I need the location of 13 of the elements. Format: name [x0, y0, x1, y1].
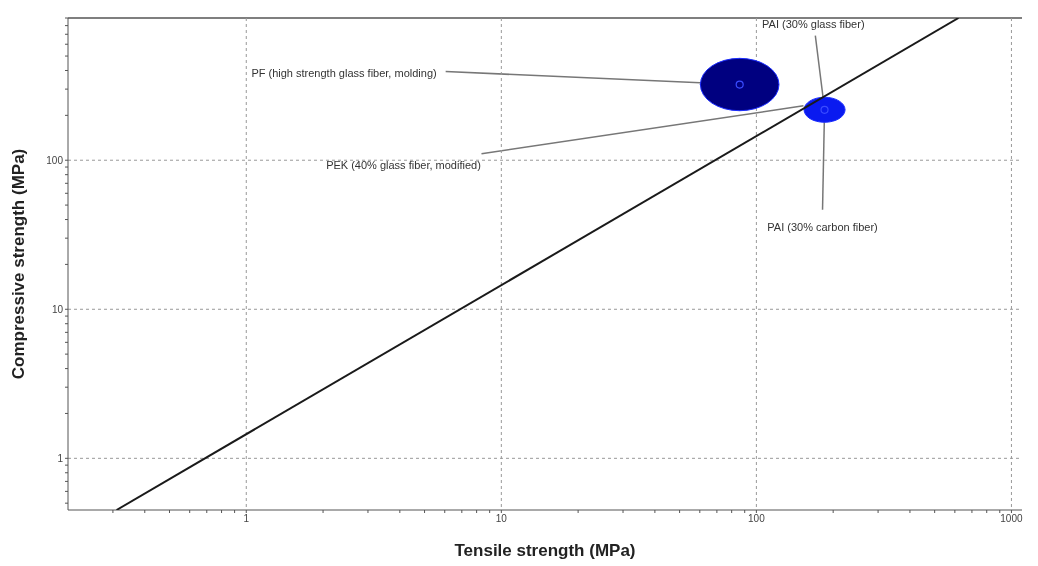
- annotation: PEK (40% glass fiber, modified): [326, 158, 481, 171]
- annotation: PAI (30% carbon fiber): [767, 220, 878, 233]
- y-tick-label: 100: [46, 154, 64, 166]
- x-axis-title: Tensile strength (MPa): [454, 541, 636, 560]
- x-tick-label: 1: [243, 513, 250, 525]
- annotation: PAI (30% glass fiber): [762, 17, 865, 30]
- x-tick-label: 1000: [1000, 513, 1023, 525]
- y-tick-label: 10: [51, 303, 64, 315]
- x-tick-label: 10: [495, 513, 508, 525]
- x-tick-label: 100: [748, 513, 766, 525]
- y-axis-title: Compressive strength (MPa): [9, 148, 29, 380]
- y-tick-label: 1: [57, 452, 64, 464]
- annotation: PF (high strength glass fiber, molding): [251, 67, 437, 80]
